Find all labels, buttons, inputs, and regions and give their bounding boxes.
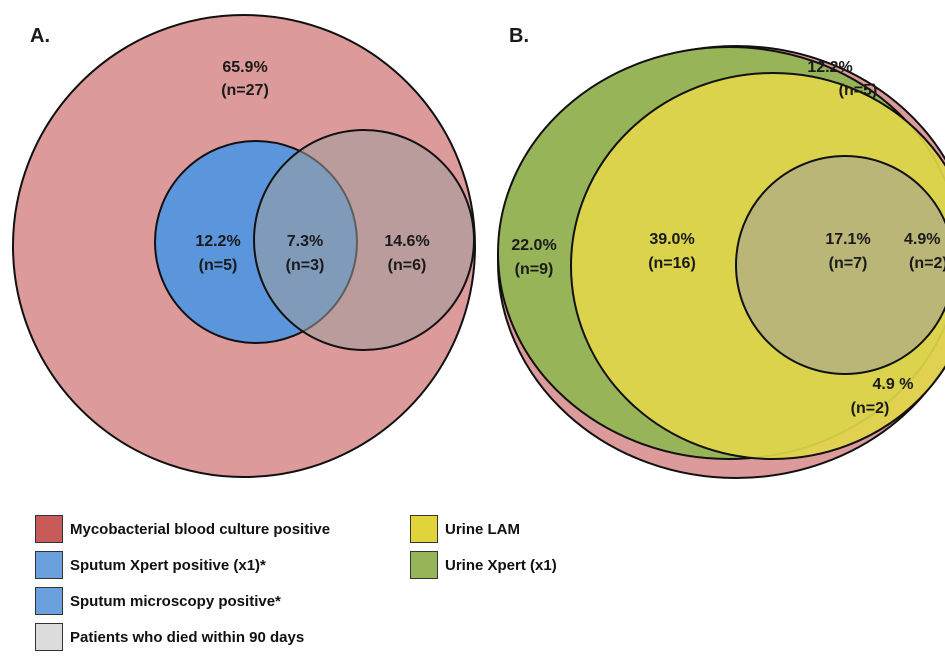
region-b-died-edge-n: (n=2) — [909, 255, 945, 272]
legend-swatch-urine-lam — [410, 515, 438, 543]
region-b-lam-only-pct: 4.9 % — [873, 376, 914, 393]
panel-b: B. 12.2% (n=5) 22.0% (n=9) 39.0% (n=16) … — [497, 25, 945, 479]
legend-label-blood-culture: Mycobacterial blood culture positive — [70, 521, 331, 538]
region-b-blood-only-n: (n=5) — [839, 82, 878, 99]
legend-swatch-died-90-days — [35, 623, 63, 651]
legend-swatch-sputum-xpert — [35, 551, 63, 579]
region-a-died-only-pct: 14.6% — [384, 233, 429, 250]
region-b-lam-only-n: (n=2) — [851, 400, 890, 417]
panel-a-label: A. — [30, 25, 50, 47]
died-90-days-circle-b — [735, 155, 945, 375]
region-a-died-only-n: (n=6) — [388, 257, 427, 274]
legend-label-sputum-xpert: Sputum Xpert positive (x1)* — [70, 557, 266, 574]
legend-label-urine-lam: Urine LAM — [445, 521, 520, 538]
region-a-sputum-only-n: (n=5) — [199, 257, 238, 274]
legend-swatch-urine-xpert — [410, 551, 438, 579]
region-b-blood-only-pct: 12.2% — [807, 59, 852, 76]
legend-label-sputum-microscopy: Sputum microscopy positive* — [70, 593, 281, 610]
legend-label-died-90-days: Patients who died within 90 days — [70, 629, 305, 646]
region-b-urine-xpert-only-n: (n=9) — [515, 261, 554, 278]
region-a-sputum-only-pct: 12.2% — [195, 233, 240, 250]
died-90-days-circle — [253, 129, 475, 351]
region-a-overlap-n: (n=3) — [286, 257, 325, 274]
region-b-lam-xpert-pct: 39.0% — [649, 231, 694, 248]
legend-label-urine-xpert: Urine Xpert (x1) — [445, 557, 557, 574]
region-b-lam-xpert-n: (n=16) — [648, 255, 696, 272]
region-b-died-overlap-pct: 17.1% — [825, 231, 870, 248]
region-b-urine-xpert-only-pct: 22.0% — [511, 237, 556, 254]
legend-swatch-sputum-microscopy — [35, 587, 63, 615]
region-a-blood-only-n: (n=27) — [221, 82, 269, 99]
region-a-overlap-pct: 7.3% — [287, 233, 323, 250]
legend-swatch-blood-culture — [35, 515, 63, 543]
region-b-died-overlap-n: (n=7) — [829, 255, 868, 272]
panel-b-label: B. — [509, 25, 529, 47]
panel-a: A. 65.9% (n=27) 12.2% (n=5) 7.3% (n=3) 1… — [12, 14, 476, 478]
region-b-died-edge-pct: 4.9% — [904, 231, 940, 248]
region-a-blood-only-pct: 65.9% — [222, 59, 267, 76]
